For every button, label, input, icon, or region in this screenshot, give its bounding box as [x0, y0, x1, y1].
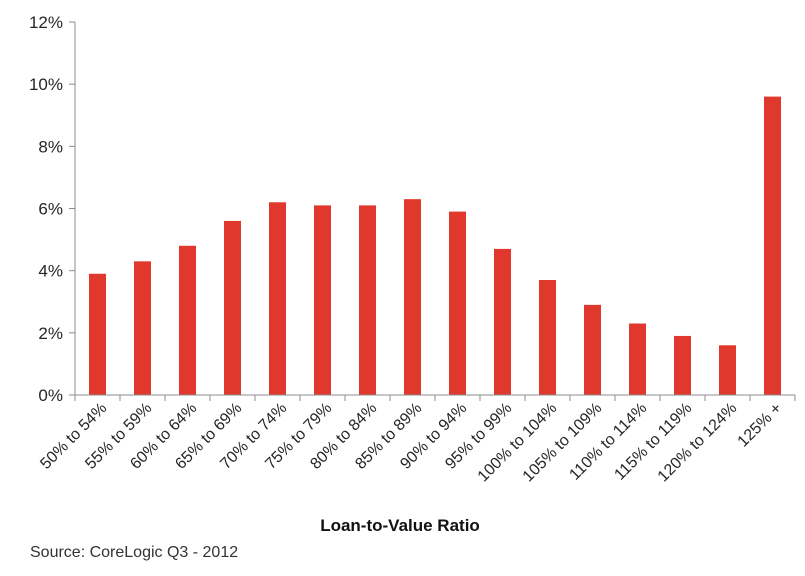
bar — [764, 96, 781, 395]
y-tick-label: 6% — [38, 200, 63, 219]
y-tick-label: 10% — [29, 75, 63, 94]
y-tick-label: 12% — [29, 13, 63, 32]
x-tick-label: 115% to 119% — [611, 400, 695, 484]
bar — [89, 273, 106, 395]
bar — [494, 248, 511, 395]
y-tick-label: 8% — [38, 137, 63, 156]
y-tick-label: 0% — [38, 386, 63, 405]
x-tick-label: 120% to 124% — [655, 400, 741, 486]
y-axis: 0% 2% 4% 6% 8% 10% 12% — [29, 13, 76, 405]
bar — [179, 245, 196, 395]
bar — [449, 211, 466, 395]
x-axis: 50% to 54%55% to 59%60% to 64%65% to 69%… — [37, 394, 796, 486]
x-axis-title: Loan-to-Value Ratio — [320, 516, 480, 535]
bar — [584, 304, 601, 395]
bar — [674, 335, 691, 395]
bar — [404, 199, 421, 395]
source-note: Source: CoreLogic Q3 - 2012 — [30, 544, 239, 561]
bar — [269, 202, 286, 395]
bar — [224, 220, 241, 395]
bar — [359, 205, 376, 395]
bars — [89, 96, 781, 395]
x-tick-label: 105% to 109% — [520, 400, 606, 486]
bar — [314, 205, 331, 395]
bar — [629, 323, 646, 395]
x-tick-label: 100% to 104% — [475, 400, 561, 486]
bar — [719, 345, 736, 395]
bar — [539, 279, 556, 395]
y-tick-label: 4% — [38, 262, 63, 281]
x-tick-label: 125% + — [735, 400, 786, 451]
x-tick-label: 110% to 114% — [566, 400, 650, 484]
bar — [134, 261, 151, 395]
y-tick-label: 2% — [38, 324, 63, 343]
